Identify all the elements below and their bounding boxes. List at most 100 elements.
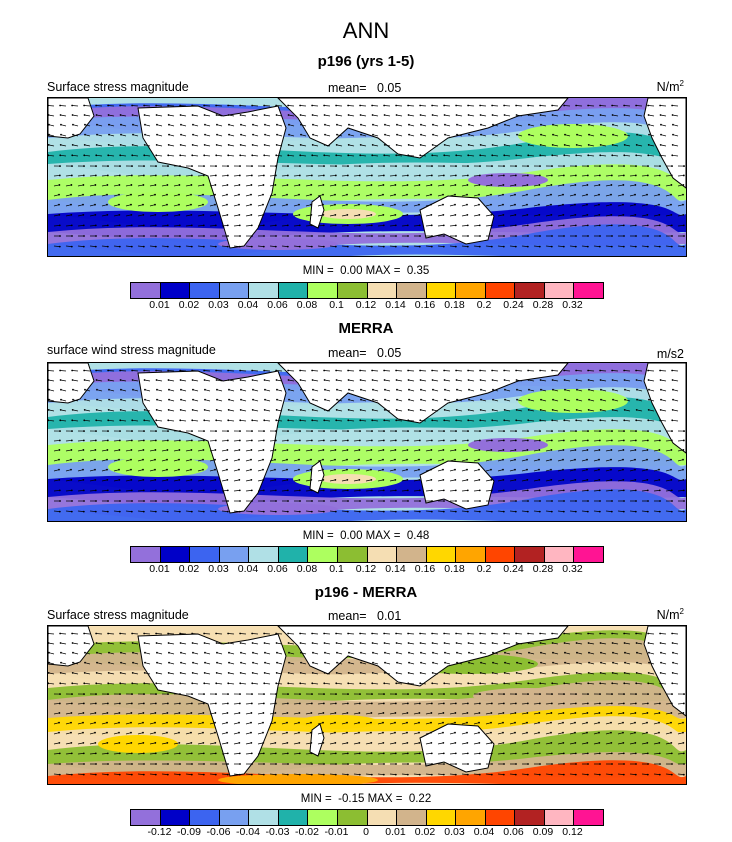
colorbar-swatch bbox=[456, 283, 486, 298]
panel-3-title: p196 - MERRA bbox=[314, 584, 418, 601]
panel-2-mean: mean= 0.05 bbox=[328, 346, 402, 360]
colorbar-tick-label: 0.02 bbox=[178, 299, 200, 311]
colorbar-swatch bbox=[456, 810, 486, 825]
panel-1-mean: mean= 0.05 bbox=[328, 81, 402, 95]
colorbar-swatch bbox=[131, 547, 161, 562]
colorbar-swatch bbox=[278, 810, 309, 825]
colorbar-swatch bbox=[190, 547, 220, 562]
colorbar-swatch bbox=[574, 283, 603, 298]
panel-3-mean: mean= 0.01 bbox=[328, 609, 402, 623]
colorbar-swatch bbox=[337, 547, 368, 562]
colorbar-swatch bbox=[367, 810, 398, 825]
colorbar-tick-label: -0.01 bbox=[324, 826, 349, 838]
colorbar-tick-label: 0.1 bbox=[329, 563, 344, 575]
colorbar-swatch bbox=[485, 547, 516, 562]
panel-1-units: N/m2 bbox=[656, 79, 684, 95]
colorbar-tick-label: 0.04 bbox=[473, 826, 495, 838]
colorbar-tick-label: 0.28 bbox=[532, 563, 554, 575]
colorbar-swatch bbox=[219, 810, 250, 825]
colorbar-tick-label: 0.12 bbox=[355, 563, 377, 575]
colorbar-swatch bbox=[544, 810, 575, 825]
colorbar-swatch bbox=[397, 810, 427, 825]
colorbar-swatch bbox=[574, 547, 603, 562]
colorbar-swatch bbox=[426, 547, 457, 562]
colorbar-swatch bbox=[515, 547, 545, 562]
colorbar-swatch bbox=[308, 810, 338, 825]
panel-2-variable-label: surface wind stress magnitude bbox=[47, 343, 216, 357]
colorbar-swatch bbox=[367, 547, 398, 562]
colorbar-tick-label: 0.02 bbox=[414, 826, 436, 838]
colorbar-tick-label: 0.04 bbox=[237, 299, 259, 311]
colorbar-swatch bbox=[160, 283, 191, 298]
colorbar-swatch bbox=[131, 283, 161, 298]
colorbar-tick-label: 0.28 bbox=[532, 299, 554, 311]
colorbar-tick-label: 0.02 bbox=[178, 563, 200, 575]
colorbar-swatch bbox=[397, 547, 427, 562]
panel-3-variable-label: Surface stress magnitude bbox=[47, 608, 189, 622]
colorbar-tick-label: 0.08 bbox=[296, 563, 318, 575]
colorbar-swatch bbox=[515, 283, 545, 298]
colorbar-swatch bbox=[190, 810, 220, 825]
colorbar-swatch bbox=[160, 810, 191, 825]
panel-3-map bbox=[47, 625, 687, 785]
colorbar-tick-label: 0.14 bbox=[385, 299, 406, 311]
colorbar-tick-label: 0.08 bbox=[296, 299, 318, 311]
panel-1-map bbox=[47, 97, 687, 257]
colorbar-swatch bbox=[397, 283, 427, 298]
colorbar-swatch bbox=[515, 810, 545, 825]
panel-3-colorbar-labels: -0.12 -0.09 -0.06 -0.04 -0.03 -0.02 -0.01 0 0.01… bbox=[130, 826, 604, 840]
colorbar-tick-label: 0.24 bbox=[503, 299, 524, 311]
panel-3-colorbar bbox=[130, 809, 604, 826]
colorbar-tick-label: 0.18 bbox=[444, 563, 465, 575]
colorbar-swatch bbox=[544, 283, 575, 298]
panel-1-variable-label: Surface stress magnitude bbox=[47, 80, 189, 94]
panel-2-colorbar-labels: 0.01 0.02 0.03 0.04 0.06 0.08 0.1 0.12 0.14 0.16 0… bbox=[130, 563, 604, 577]
colorbar-tick-label: 0.14 bbox=[385, 563, 406, 575]
colorbar-tick-label: 0.04 bbox=[237, 563, 259, 575]
colorbar-tick-label: -0.03 bbox=[265, 826, 290, 838]
colorbar-swatch bbox=[426, 283, 457, 298]
colorbar-swatch bbox=[485, 283, 516, 298]
panel-2-min-max: MIN = 0.00 MAX = 0.48 bbox=[302, 530, 430, 542]
colorbar-tick-label: 0.01 bbox=[149, 563, 170, 575]
colorbar-tick-label: 0.12 bbox=[562, 826, 583, 838]
colorbar-tick-label: -0.12 bbox=[147, 826, 172, 838]
panel-1-title: p196 (yrs 1-5) bbox=[317, 53, 415, 70]
colorbar-swatch bbox=[190, 283, 220, 298]
colorbar-tick-label: 0.09 bbox=[532, 826, 554, 838]
colorbar-tick-label: 0.06 bbox=[267, 299, 288, 311]
colorbar-swatch bbox=[219, 547, 250, 562]
colorbar-tick-label: 0.32 bbox=[562, 563, 583, 575]
colorbar-tick-label: 0.03 bbox=[208, 563, 229, 575]
colorbar-swatch bbox=[337, 283, 368, 298]
panel-2-title: MERRA bbox=[338, 320, 394, 337]
colorbar-swatch bbox=[337, 810, 368, 825]
colorbar-tick-label: 0.06 bbox=[503, 826, 524, 838]
colorbar-tick-label: -0.04 bbox=[236, 826, 260, 838]
colorbar-tick-label: 0.16 bbox=[414, 299, 436, 311]
panel-1-colorbar bbox=[130, 282, 604, 299]
colorbar-tick-label: -0.02 bbox=[295, 826, 319, 838]
panel-2-units: m/s2 bbox=[656, 347, 684, 362]
panel-3-min-max: MIN = -0.15 MAX = 0.22 bbox=[300, 793, 432, 805]
colorbar-tick-label: -0.09 bbox=[177, 826, 201, 838]
colorbar-tick-label: 0.24 bbox=[503, 563, 524, 575]
colorbar-swatch bbox=[308, 283, 338, 298]
colorbar-tick-label: 0.2 bbox=[476, 563, 492, 575]
colorbar-swatch bbox=[456, 547, 486, 562]
colorbar-tick-label: 0.16 bbox=[414, 563, 436, 575]
colorbar-swatch bbox=[249, 547, 279, 562]
colorbar-tick-label: 0.32 bbox=[562, 299, 583, 311]
colorbar-swatch bbox=[249, 283, 279, 298]
colorbar-tick-label: 0 bbox=[363, 826, 369, 838]
colorbar-tick-label: 0.06 bbox=[267, 563, 288, 575]
colorbar-tick-label: 0.01 bbox=[385, 826, 406, 838]
colorbar-swatch bbox=[574, 810, 603, 825]
colorbar-swatch bbox=[131, 810, 161, 825]
panel-2-colorbar bbox=[130, 546, 604, 563]
colorbar-swatch bbox=[219, 283, 250, 298]
colorbar-tick-label: 0.01 bbox=[149, 299, 170, 311]
colorbar-tick-label: 0.03 bbox=[444, 826, 465, 838]
colorbar-tick-label: 0.1 bbox=[329, 299, 344, 311]
colorbar-tick-label: 0.18 bbox=[444, 299, 465, 311]
